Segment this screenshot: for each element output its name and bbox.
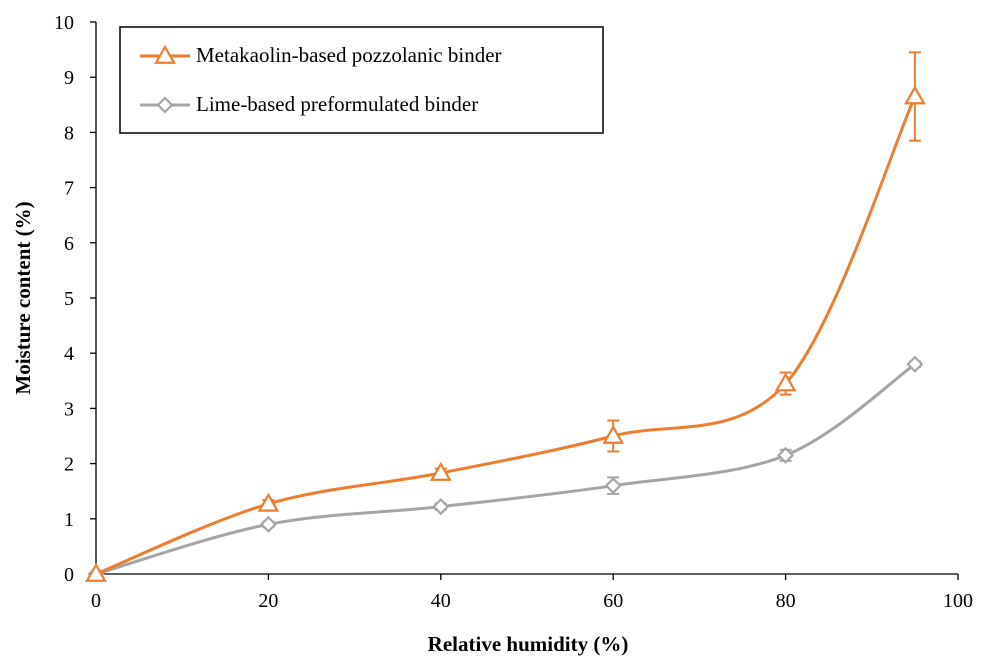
y-axis-title: Moisture content (%): [11, 201, 35, 394]
data-point: [257, 492, 280, 512]
y-tick-label: 7: [64, 178, 74, 200]
y-tick-label: 9: [64, 67, 74, 89]
y-tick-label: 0: [64, 564, 74, 586]
data-point: [429, 461, 452, 481]
y-tick-label: 5: [64, 288, 74, 310]
data-point: [604, 477, 622, 495]
y-tick-label: 6: [64, 233, 74, 255]
x-axis-title: Relative humidity (%): [428, 632, 629, 656]
data-point: [904, 85, 926, 105]
data-point: [259, 515, 277, 533]
series-1: [87, 355, 924, 583]
series-0: [85, 51, 926, 582]
legend: Metakaolin-based pozzolanic binder Lime-…: [119, 26, 604, 134]
x-axis-ticks: 0 20 40 60 80 100: [91, 574, 973, 612]
x-tick-label: 40: [431, 590, 451, 612]
legend-marker: [154, 44, 176, 64]
data-point: [432, 498, 450, 516]
legend-symbols: [140, 44, 190, 114]
x-tick-label: 60: [603, 590, 623, 612]
legend-box: [119, 26, 604, 134]
y-axis-ticks: 0 1 2 3 4 5 6 7 8 9 10: [54, 12, 96, 586]
data-point: [777, 446, 795, 464]
x-tick-label: 20: [258, 590, 278, 612]
x-tick-label: 80: [776, 590, 796, 612]
y-tick-label: 3: [64, 398, 74, 420]
series-line: [95, 363, 916, 576]
data-point: [774, 372, 797, 392]
data-point: [85, 562, 107, 582]
data-point: [602, 424, 625, 444]
data-point: [906, 355, 924, 373]
y-tick-label: 4: [64, 343, 74, 365]
y-tick-label: 2: [64, 454, 74, 476]
legend-label-metakaolin: Metakaolin-based pozzolanic binder: [196, 43, 502, 67]
x-tick-label: 0: [91, 590, 101, 612]
y-tick-label: 8: [64, 122, 74, 144]
y-tick-label: 1: [64, 509, 74, 531]
series-line: [95, 95, 917, 576]
legend-label-lime: Lime-based preformulated binder: [196, 92, 478, 116]
legend-marker: [156, 96, 174, 114]
x-tick-label: 100: [943, 590, 973, 612]
y-tick-label: 10: [54, 12, 74, 34]
series-layer: [85, 51, 926, 583]
